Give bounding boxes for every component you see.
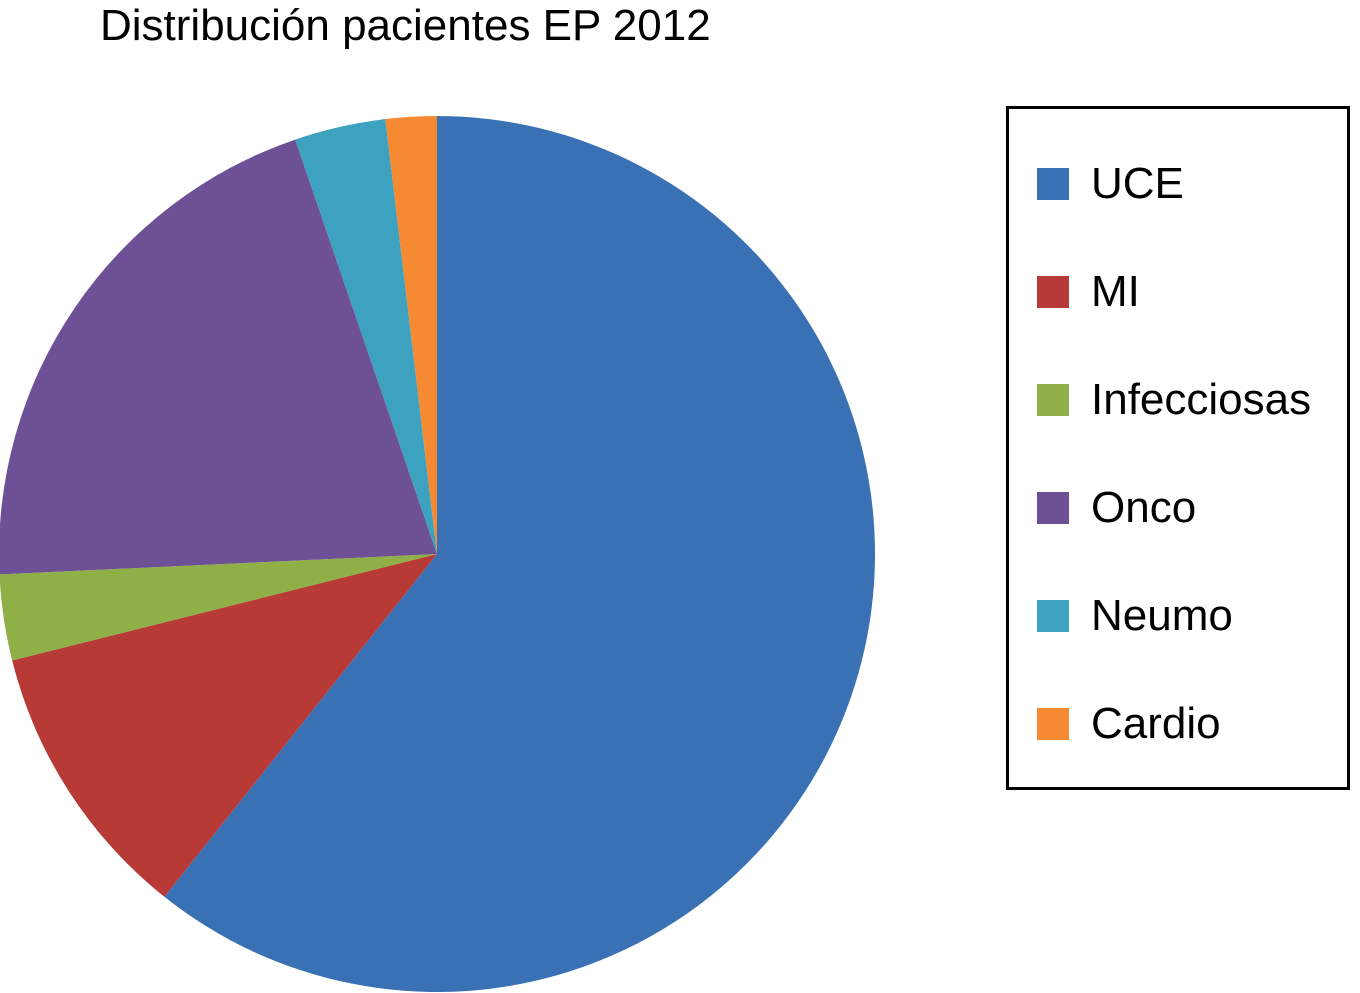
legend-item-uce: UCE: [1037, 159, 1184, 209]
pie-slice-mi: [12, 554, 437, 897]
legend-item-neumo: Neumo: [1037, 591, 1233, 641]
legend: UCE MI Infecciosas Onco Neumo Cardio: [1006, 106, 1350, 790]
legend-label-cardio: Cardio: [1091, 699, 1221, 748]
legend-label-infecciosas: Infecciosas: [1091, 375, 1312, 424]
pie-slice-neumo: [295, 119, 437, 554]
legend-swatch-mi: [1037, 276, 1069, 308]
legend-item-onco: Onco: [1037, 483, 1196, 533]
chart-title: Distribución pacientes EP 2012: [100, 1, 711, 50]
legend-swatch-cardio: [1037, 708, 1069, 740]
legend-swatch-neumo: [1037, 600, 1069, 632]
legend-swatch-infecciosas: [1037, 384, 1069, 416]
legend-swatch-uce: [1037, 168, 1069, 200]
pie-slice-cardio: [385, 116, 437, 554]
legend-item-infecciosas: Infecciosas: [1037, 375, 1311, 425]
legend-label-mi: MI: [1091, 267, 1140, 316]
pie-chart: [0, 116, 875, 993]
pie-slice-uce: [164, 116, 875, 993]
legend-swatch-onco: [1037, 492, 1069, 524]
legend-label-uce: UCE: [1091, 159, 1184, 208]
legend-label-neumo: Neumo: [1091, 591, 1233, 640]
pie-slice-onco: [0, 139, 437, 575]
pie-slice-infecciosas: [0, 554, 437, 661]
legend-item-mi: MI: [1037, 267, 1140, 317]
legend-item-cardio: Cardio: [1037, 699, 1221, 749]
legend-label-onco: Onco: [1091, 483, 1197, 532]
